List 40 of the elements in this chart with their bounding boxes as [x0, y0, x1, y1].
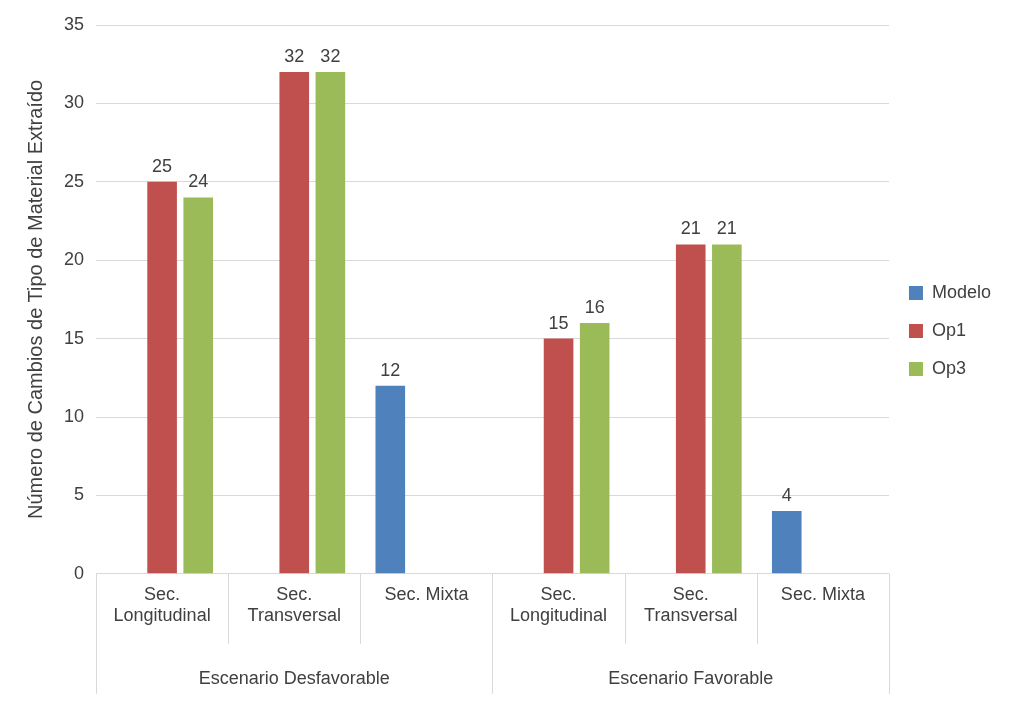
- x-tick-label: Sec. Mixta: [384, 583, 470, 604]
- legend-label: Op3: [931, 357, 966, 378]
- y-tick-label: 25: [63, 170, 85, 191]
- data-label: 15: [548, 312, 569, 333]
- y-tick-label: 20: [63, 249, 85, 270]
- bar: [147, 181, 177, 574]
- data-label: 24: [188, 171, 209, 192]
- text: Escenario Desfavorable: [198, 667, 390, 688]
- y-tick-label: 0: [74, 562, 85, 583]
- x-tick-label: Sec. Transversal: [644, 583, 738, 626]
- data-label: 25: [152, 155, 173, 176]
- bar: [375, 385, 406, 574]
- bar: [771, 511, 802, 574]
- legend-label: Modelo: [931, 281, 992, 302]
- bar: [712, 244, 742, 574]
- bar: [543, 338, 574, 574]
- data-label: 12: [380, 359, 401, 380]
- bar: [315, 72, 346, 574]
- data-label: 4: [781, 485, 792, 506]
- x-tick-label: Sec. Transversal: [247, 583, 341, 626]
- y-axis-title: Número de Cambios de Tipo de Material Extraído: [23, 79, 46, 519]
- y-tick-label: 5: [74, 484, 85, 505]
- bar: [183, 197, 214, 574]
- bar: [279, 72, 310, 574]
- data-label: 16: [584, 296, 605, 317]
- legend-label: Op1: [931, 319, 966, 340]
- x-tick-label: Sec. Longitudinal: [510, 583, 608, 626]
- y-tick-label: 10: [63, 405, 85, 426]
- text: Escenario Favorable: [608, 667, 774, 688]
- x-tick-label: Sec. Mixta: [780, 583, 866, 604]
- data-label: 21: [716, 218, 737, 239]
- bar: [579, 322, 610, 574]
- y-tick-label: 35: [63, 13, 85, 34]
- data-label: 32: [320, 46, 341, 67]
- bar: [675, 244, 706, 574]
- y-tick-label: 15: [63, 327, 85, 348]
- data-label: 21: [680, 218, 701, 239]
- y-tick-label: 30: [63, 92, 85, 113]
- x-tick-label: Sec. Longitudinal: [113, 583, 211, 626]
- data-label: 32: [284, 46, 305, 67]
